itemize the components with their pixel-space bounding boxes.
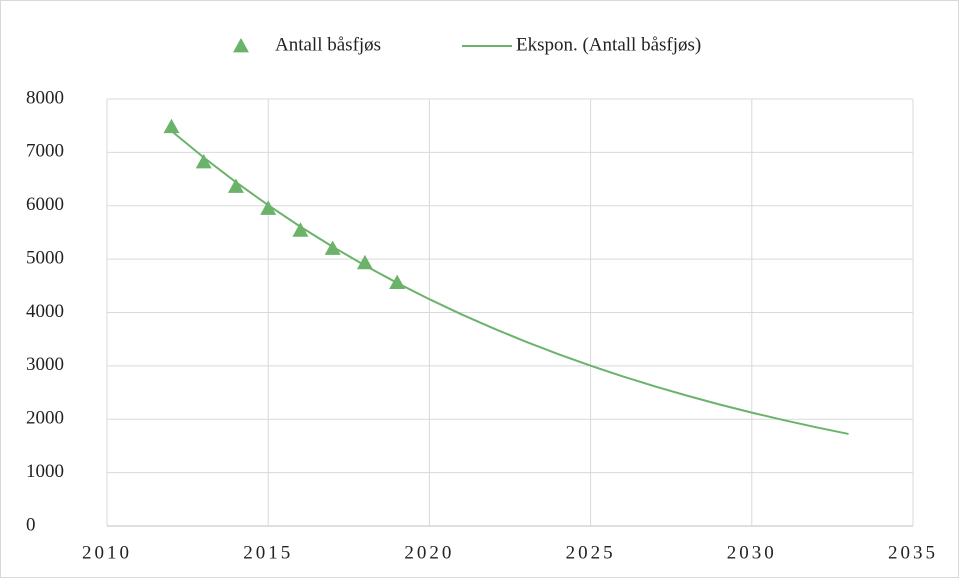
trend-line	[170, 130, 849, 435]
y-tick-label: 6000	[26, 194, 64, 215]
y-tick-label: 0	[26, 514, 36, 535]
x-tick-label: 2025	[566, 542, 616, 563]
data-point	[195, 153, 212, 169]
data-point	[324, 240, 341, 255]
y-tick-label: 2000	[26, 408, 64, 429]
data-point	[260, 200, 277, 215]
data-point	[389, 274, 406, 290]
data-point	[292, 222, 309, 237]
x-tick-label: 2020	[404, 542, 454, 563]
y-tick-label: 1000	[26, 461, 64, 482]
legend-label: Ekspon. (Antall båsfjøs)	[516, 34, 701, 55]
data-point	[356, 254, 373, 270]
x-tick-label: 2030	[727, 542, 777, 563]
x-tick-label: 2035	[888, 542, 938, 563]
y-tick-label: 8000	[26, 87, 64, 108]
y-tick-label: 7000	[26, 141, 64, 162]
y-tick-label: 5000	[26, 247, 64, 268]
x-tick-label: 2010	[82, 542, 132, 563]
data-point	[227, 178, 244, 193]
legend-marker	[233, 38, 249, 53]
legend-label: Antall båsfjøs	[275, 34, 381, 55]
x-tick-label: 2015	[243, 542, 293, 563]
y-tick-label: 4000	[26, 301, 64, 322]
y-tick-label: 3000	[26, 354, 64, 375]
data-point	[163, 118, 180, 134]
